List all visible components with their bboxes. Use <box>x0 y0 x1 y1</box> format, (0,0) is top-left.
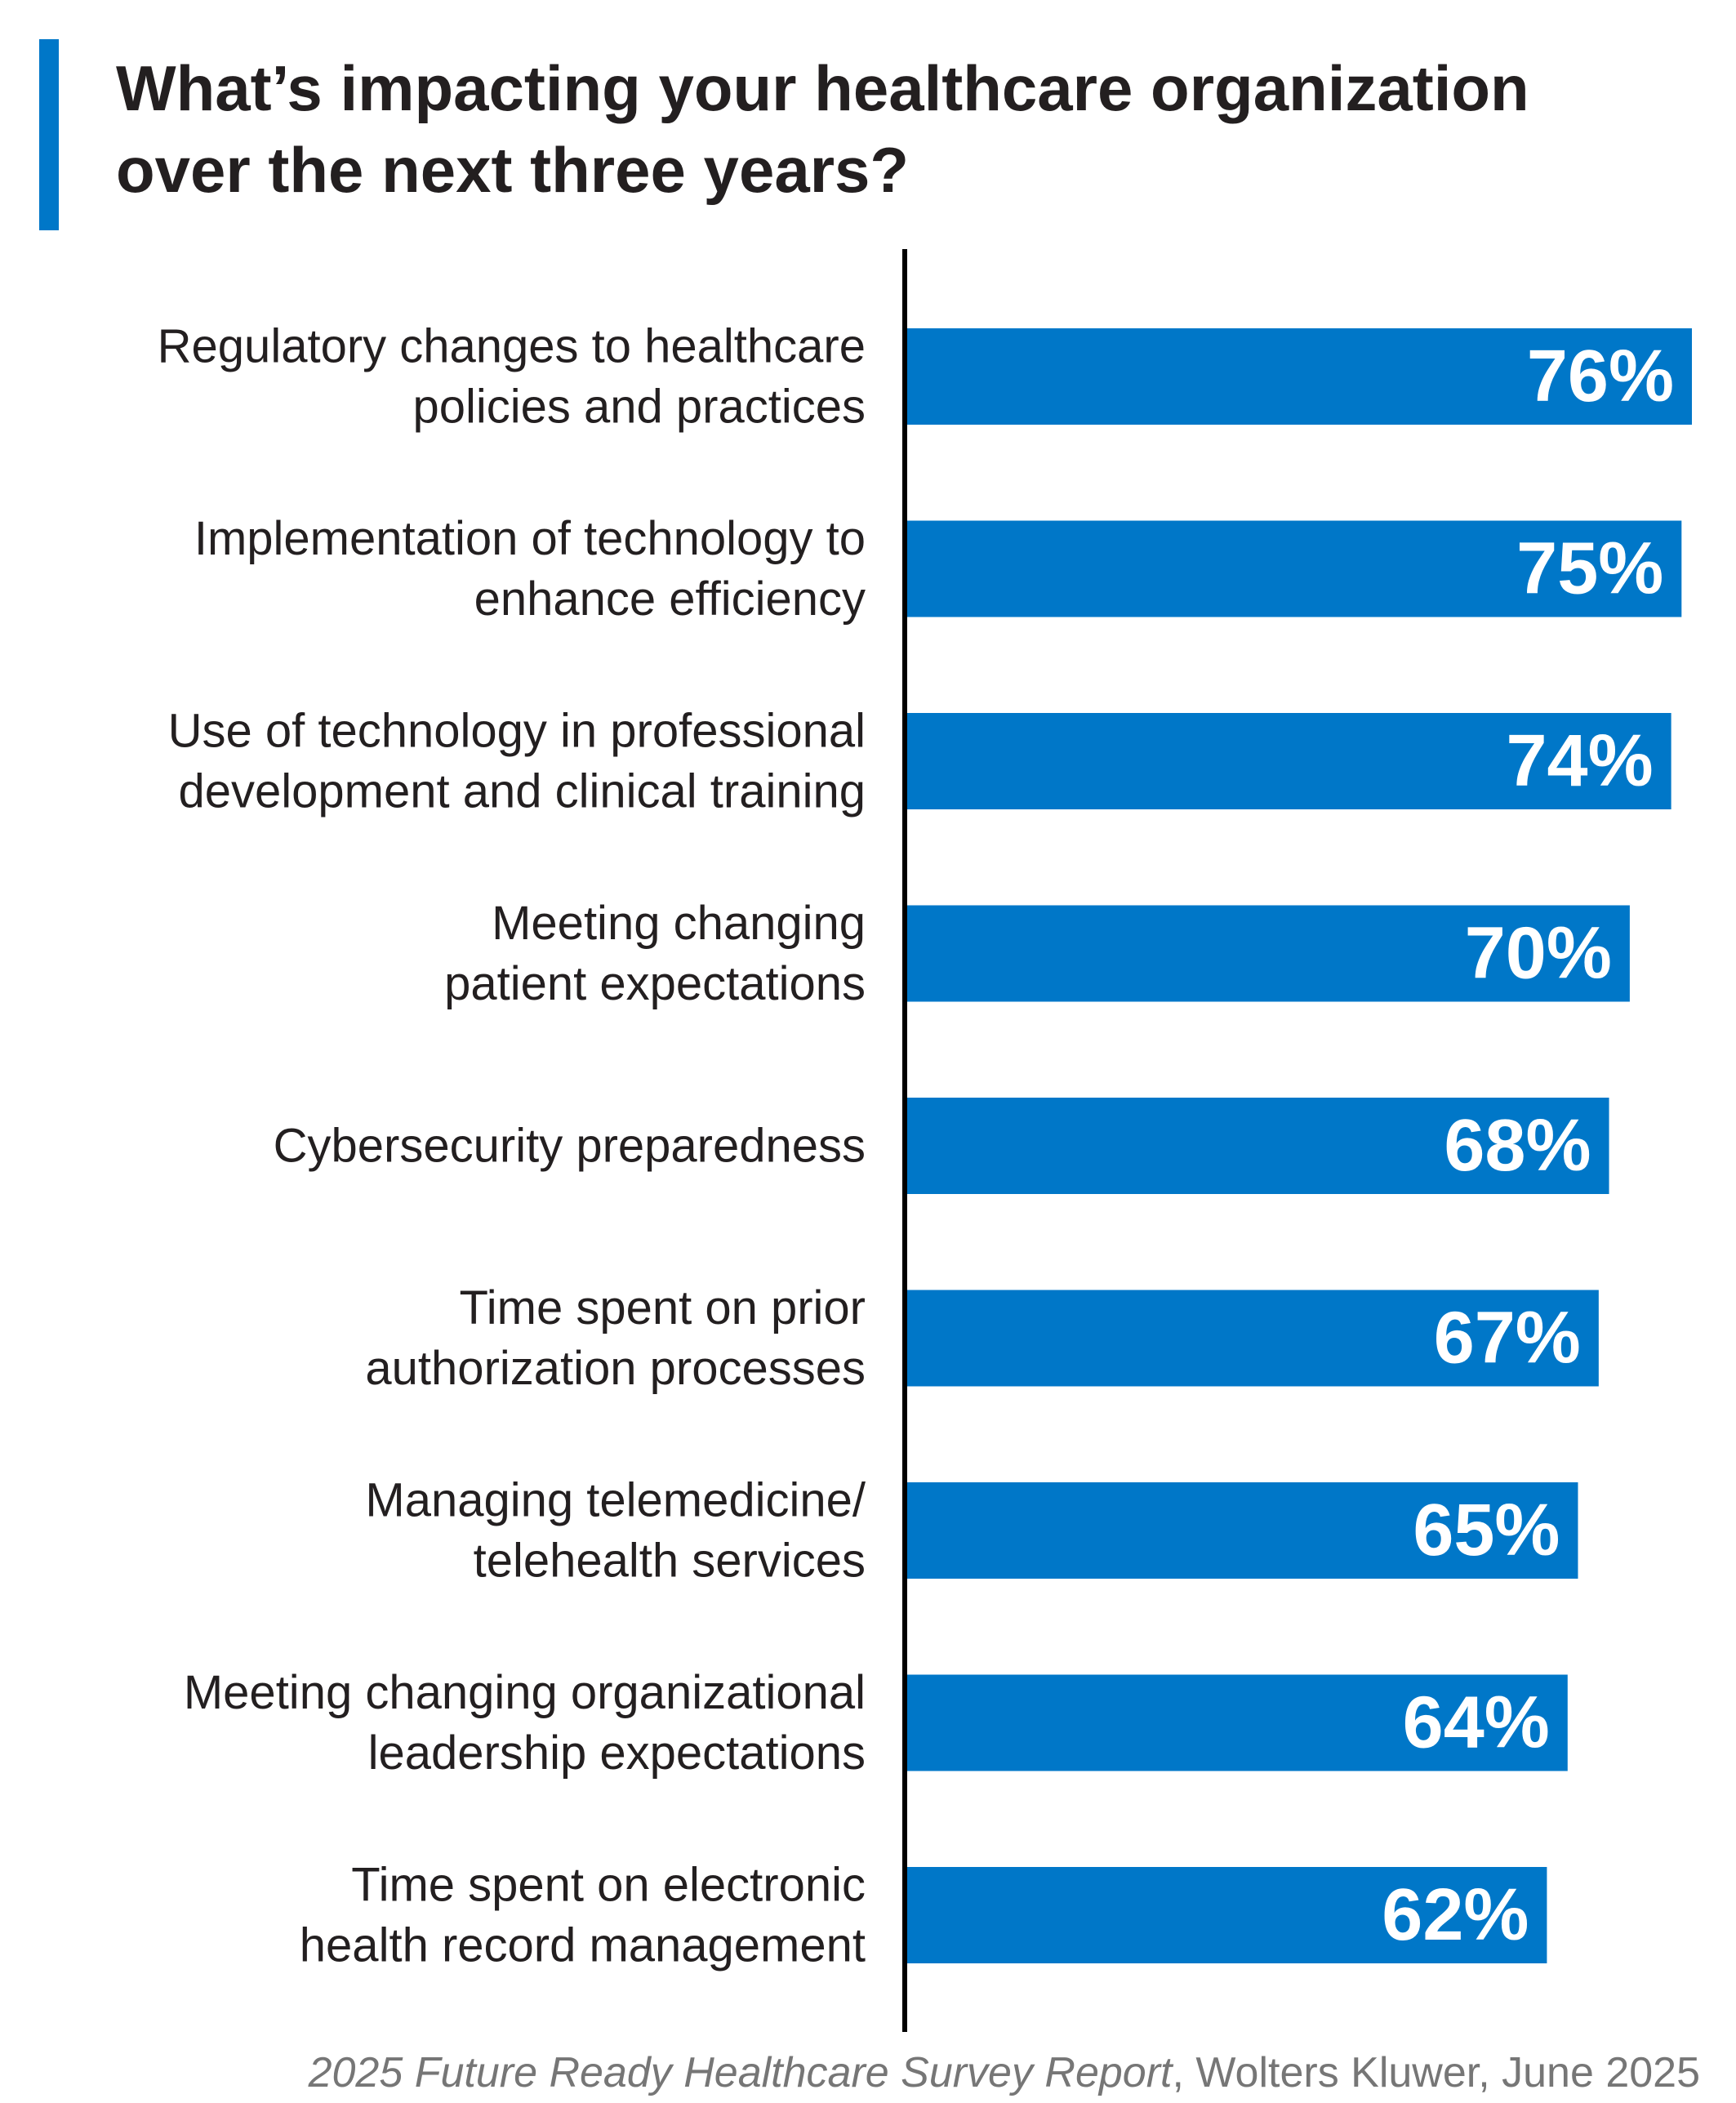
title-accent-bar <box>39 39 59 230</box>
data-label-8: 64% <box>1403 1682 1550 1764</box>
data-label-3: 74% <box>1506 720 1653 802</box>
data-label-7: 65% <box>1413 1490 1560 1571</box>
category-label-6: Time spent on prior authorization process… <box>365 1281 866 1395</box>
chart-title: What’s impacting your healthcare organiz… <box>116 47 1667 211</box>
data-label-1: 76% <box>1527 336 1674 417</box>
category-label-2-line-2: enhance efficiency <box>474 573 866 626</box>
category-label-8: Meeting changing organizational leadershi… <box>184 1666 866 1780</box>
chart-title-line-2: over the next three years? <box>116 134 910 206</box>
category-label-6-line-2: authorization processes <box>365 1342 866 1395</box>
category-label-9: Time spent on electronic health record ma… <box>300 1859 866 1972</box>
category-label-9-line-1: Time spent on electronic <box>351 1859 866 1912</box>
source-publication: 2025 Future Ready Healthcare Survey Repo… <box>308 2049 1173 2096</box>
source-rest: , Wolters Kluwer, June 2025 <box>1172 2049 1701 2096</box>
bar-5 <box>905 1098 1609 1194</box>
category-label-7-line-2: telehealth services <box>474 1535 866 1588</box>
category-label-3-line-1: Use of technology in professional <box>168 705 866 758</box>
category-label-4-line-2: patient expectations <box>444 957 866 1010</box>
bar-7 <box>905 1482 1578 1579</box>
chart-title-line-1: What’s impacting your healthcare organiz… <box>116 52 1529 124</box>
source-note: 2025 Future Ready Healthcare Survey Repo… <box>309 2048 1700 2097</box>
category-label-2: Implementation of technology to enhance e… <box>194 512 866 626</box>
category-label-4: Meeting changing patient expectations <box>444 897 866 1010</box>
data-label-6: 67% <box>1434 1298 1581 1379</box>
category-label-2-line-1: Implementation of technology to <box>194 512 866 565</box>
bar-6 <box>905 1290 1599 1387</box>
category-label-8-line-1: Meeting changing organizational <box>184 1666 866 1719</box>
bar-8 <box>905 1674 1568 1771</box>
category-label-7-line-1: Managing telemedicine/ <box>365 1474 866 1527</box>
category-label-5-line-1: Cybersecurity preparedness <box>274 1120 866 1173</box>
category-label-1-line-1: Regulatory changes to healthcare <box>158 320 866 373</box>
bar-4 <box>905 905 1630 1002</box>
category-label-3-line-2: development and clinical training <box>178 765 866 818</box>
data-label-5: 68% <box>1444 1105 1591 1187</box>
category-label-8-line-2: leadership expectations <box>368 1727 866 1780</box>
bar-2 <box>905 520 1682 617</box>
bar-3 <box>905 713 1671 809</box>
category-label-4-line-1: Meeting changing <box>492 897 866 950</box>
data-label-4: 70% <box>1465 913 1612 995</box>
category-label-3: Use of technology in professional develop… <box>168 705 866 818</box>
category-label-7: Managing telemedicine/telehealth service… <box>365 1474 866 1588</box>
category-label-6-line-1: Time spent on prior <box>459 1281 866 1334</box>
category-label-1: Regulatory changes to healthcare policies… <box>158 320 866 434</box>
bar-1 <box>905 328 1692 425</box>
data-label-2: 75% <box>1516 528 1663 610</box>
category-label-9-line-2: health record management <box>300 1919 866 1972</box>
category-label-1-line-2: policies and practices <box>412 381 866 434</box>
bar-9 <box>905 1867 1547 1963</box>
data-label-9: 62% <box>1382 1874 1529 1956</box>
category-label-5: Cybersecurity preparedness <box>274 1120 866 1173</box>
